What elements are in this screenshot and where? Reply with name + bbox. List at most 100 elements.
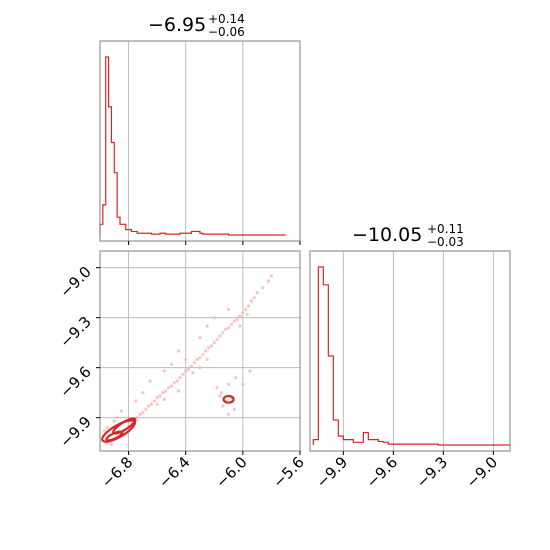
scatter-point-86 [134,399,138,403]
scatter-point-36 [206,346,211,350]
scatter-point-32 [195,357,199,361]
scatter-point-38 [212,341,216,345]
scatter-point-44 [229,322,234,326]
param1-axes-frame [99,40,301,242]
scatter-point-75 [162,369,166,373]
joint-contours [101,394,235,443]
scatter-point-55 [266,279,271,283]
scatter-point-72 [245,312,249,316]
param2-x-tick-label-1: −9.6 [363,453,401,491]
scatter-point-47 [238,314,242,318]
joint-y-tick-label-2: −9.6 [56,363,94,401]
scatter-point-42 [224,327,228,331]
scatter-point-14 [144,407,148,411]
scatter-point-49 [244,307,248,311]
scatter-point-23 [169,384,174,388]
scatter-point-76 [169,362,174,366]
scatter-point-46 [235,317,239,321]
scatter-point-31 [192,361,196,365]
param2-title-lower: −0.03 [427,235,464,249]
scatter-point-16 [149,402,154,406]
joint-x-tick-label-3: −5.6 [269,453,307,491]
joint-x-tick-label-0: −6.8 [98,453,136,491]
scatter-point-59 [176,389,181,393]
scatter-point-2 [109,442,114,446]
param1-title-upper: +0.14 [208,12,245,26]
param2-axes-frame [309,250,511,452]
scatter-point-34 [201,352,205,356]
joint-axes-frame [99,250,301,452]
scatter-point-69 [212,316,216,320]
scatter-point-70 [226,307,231,311]
scatter-point-80 [141,391,145,395]
param1-marginal-panel: −6.95 +0.14 −0.06 [99,12,301,245]
scatter-point-65 [226,382,231,386]
scatter-point-92 [226,412,231,416]
contour-ring-3 [105,430,124,442]
scatter-point-91 [218,394,222,398]
scatter-point-43 [226,326,231,330]
joint-x-tick-label-2: −6.0 [212,453,250,491]
scatter-point-61 [198,366,202,370]
scatter-point-11 [135,416,139,420]
joint-y-tick-label-3: −9.9 [56,413,94,451]
scatter-point-35 [204,349,208,353]
scatter-point-53 [255,291,259,295]
scatter-point-52 [252,296,256,300]
scatter-point-64 [219,391,224,395]
scatter-point-74 [205,324,209,328]
param2-title-median: −10.05 [352,224,422,246]
param1-title-lower: −0.06 [208,25,245,39]
scatter-point-20 [161,391,165,395]
scatter-point-17 [152,399,156,403]
scatter-point-85 [102,429,106,433]
scatter-point-90 [232,407,236,411]
scatter-point-40 [218,334,222,338]
scatter-point-33 [198,356,202,360]
scatter-point-77 [184,357,188,361]
scatter-point-39 [215,337,219,341]
scatter-point-18 [155,396,159,400]
scatter-point-62 [205,357,209,361]
param1-gridlines [128,41,301,241]
scatter-point-73 [198,336,202,340]
scatter-point-15 [146,404,151,408]
scatter-point-84 [105,426,109,430]
scatter-point-60 [191,371,195,375]
scatter-point-37 [209,344,214,348]
param2-x-tick-label-2: −9.3 [413,453,451,491]
scatter-point-54 [261,286,265,290]
scatter-point-83 [119,409,124,413]
scatter-point-81 [115,416,119,420]
scatter-point-13 [141,411,145,415]
param2-histogram [312,266,510,446]
scatter-point-21 [164,389,168,393]
scatter-point-82 [112,419,116,423]
param1-title-median: −6.95 [148,14,206,36]
scatter-point-27 [181,372,185,376]
scatter-point-68 [248,369,252,373]
scatter-point-56 [269,274,274,278]
scatter-point-88 [221,404,225,408]
scatter-point-24 [172,381,176,385]
scatter-point-25 [175,379,179,383]
param2-x-tick-label-3: −9.0 [463,453,501,491]
scatter-point-28 [184,369,188,373]
param1-ticks [128,241,301,245]
param1-histogram [99,56,286,236]
scatter-point-79 [148,379,152,383]
scatter-point-66 [234,376,238,380]
joint-ticks: −6.8 −6.4 −6.0 −5.6 −9.0 −9.3 −9.6 −9.9 [56,263,307,492]
scatter-point-12 [138,412,142,416]
scatter-point-22 [166,386,171,390]
scatter-point-30 [189,364,194,368]
joint-y-tick-label-0: −9.0 [56,263,94,301]
scatter-point-41 [221,331,225,335]
scatter-point-58 [162,397,166,401]
scatter-point-57 [155,402,159,406]
contour-ring-0 [222,394,235,404]
scatter-point-50 [246,304,251,308]
scatter-point-45 [232,319,236,323]
scatter-point-63 [215,386,219,390]
